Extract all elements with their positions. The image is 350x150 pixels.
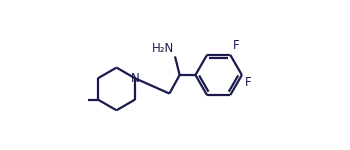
Text: H₂N: H₂N <box>152 42 174 55</box>
Text: F: F <box>245 76 251 89</box>
Text: F: F <box>233 39 240 52</box>
Text: N: N <box>131 72 139 85</box>
